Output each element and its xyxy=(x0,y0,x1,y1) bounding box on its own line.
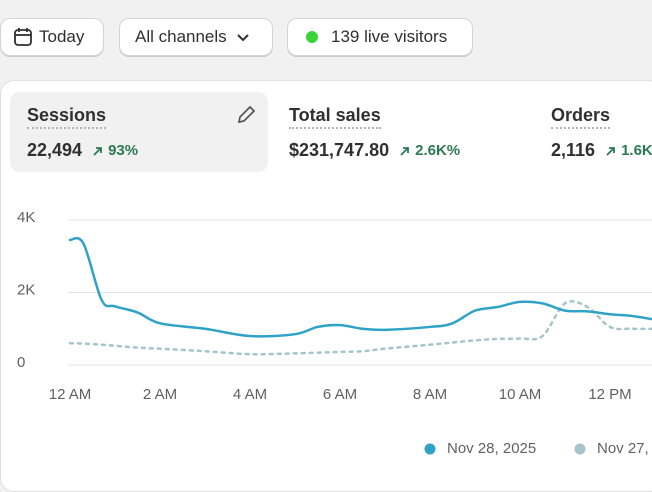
date-button[interactable]: Today xyxy=(0,18,104,56)
date-label: Today xyxy=(39,27,85,46)
legend-marker xyxy=(424,443,436,455)
x-tick-label: 2 AM xyxy=(143,386,177,403)
page: Today All channels 139 live visitors Ses… xyxy=(0,18,652,492)
x-tick-label: 6 AM xyxy=(323,386,357,403)
live-dot xyxy=(306,31,318,43)
series-line xyxy=(68,236,652,338)
x-tick-label: 12 AM xyxy=(49,386,92,403)
y-tick-label: 4K xyxy=(17,209,35,226)
series-line xyxy=(68,300,652,356)
chevron-icon xyxy=(236,34,249,42)
metric-tile[interactable]: Total sales $231,747.80 2.6K% xyxy=(289,92,539,172)
metric-change: 2.6K% xyxy=(415,142,461,159)
live-label: 139 live visitors xyxy=(331,27,448,46)
x-tick-label: 4 AM xyxy=(233,386,267,403)
x-tick-label: 8 AM xyxy=(413,386,447,403)
y-tick-label: 2K xyxy=(17,281,35,298)
live-button[interactable]: 139 live visitors xyxy=(287,18,473,56)
calendar-icon xyxy=(14,28,32,46)
legend-label: Nov 28, 2025 xyxy=(447,440,536,457)
metric-value: 2,116 xyxy=(551,140,596,160)
up-arrow xyxy=(400,146,410,156)
channels-label: All channels xyxy=(135,27,227,46)
metric-label: Total sales xyxy=(289,105,381,129)
x-tick-label: 10 AM xyxy=(499,386,542,403)
metric-change: 93% xyxy=(108,142,139,159)
up-arrow xyxy=(93,146,102,156)
channels-button[interactable]: All channels xyxy=(119,18,273,56)
legend-marker xyxy=(574,443,586,455)
edit-icon[interactable] xyxy=(235,104,257,126)
legend-label: Nov 27, xyxy=(597,440,649,457)
metric-value: $231,747.80 xyxy=(289,140,390,160)
metric-change: 1.6K xyxy=(621,142,652,159)
metric-tile[interactable]: Sessions 22,494 93% xyxy=(10,92,268,172)
metric-value: 22,494 xyxy=(27,140,83,160)
up-arrow xyxy=(606,146,615,156)
metric-tile[interactable]: Orders 2,116 1.6K xyxy=(551,92,652,172)
x-tick-label: 12 PM xyxy=(588,386,631,403)
y-tick-label: 0 xyxy=(17,354,25,371)
metric-label: Orders xyxy=(551,105,611,129)
metric-label: Sessions xyxy=(27,105,107,129)
chart: 0 2K 4K 12 AM 2 AM 4 AM 6 AM 8 AM 10 AM 12 PM Nov … xyxy=(17,209,652,457)
